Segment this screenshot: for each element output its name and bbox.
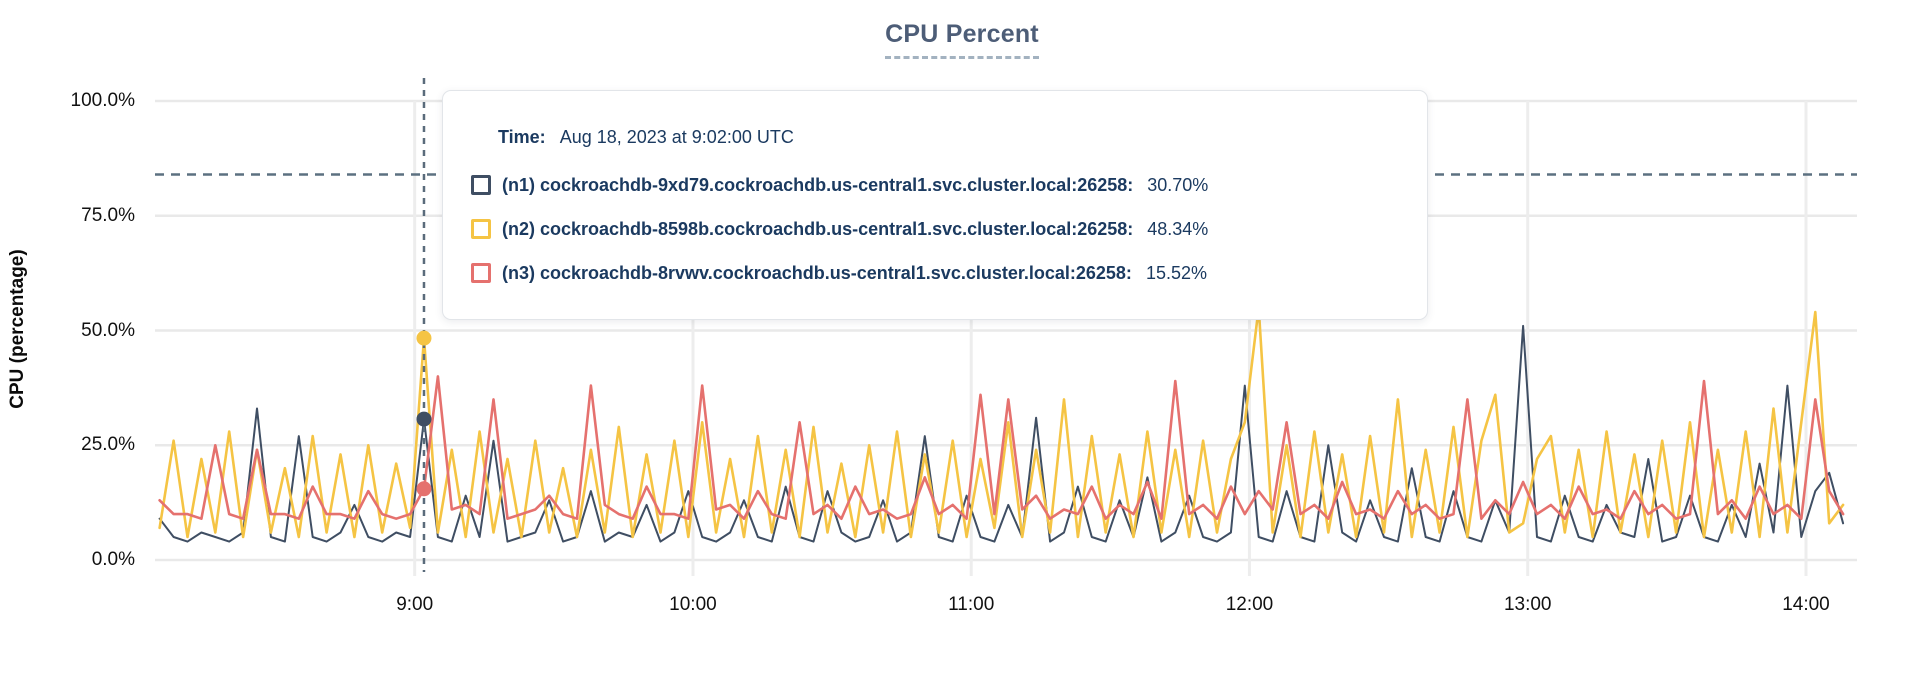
x-tick-label: 9:00 (396, 594, 434, 615)
tooltip-series-row-n2: (n2) cockroachdb-8598b.cockroachdb.us-ce… (471, 207, 1403, 251)
cursor-dot-n3 (416, 481, 432, 497)
chart-title[interactable]: CPU Percent (885, 20, 1039, 59)
series-n1-swatch-icon (471, 175, 491, 195)
tooltip-series-row-n3: (n3) cockroachdb-8rvwv.cockroachdb.us-ce… (471, 251, 1403, 295)
chart-hover-tooltip: Time: Aug 18, 2023 at 9:02:00 UTC (n1) c… (442, 90, 1428, 320)
cursor-dot-n1 (416, 411, 432, 427)
y-tick-label: 100.0% (70, 90, 135, 111)
chart-header: CPU Percent (0, 20, 1924, 59)
x-tick-label: 14:00 (1782, 594, 1830, 615)
x-tick-label: 12:00 (1225, 594, 1274, 615)
y-tick-label: 25.0% (81, 434, 135, 456)
x-tick-label: 11:00 (948, 594, 995, 615)
tooltip-n3-value: 15.52% (1145, 262, 1207, 283)
x-tick-label: 10:00 (669, 594, 717, 615)
series-n3-swatch-icon (471, 263, 491, 283)
y-tick-label: 50.0% (81, 319, 135, 341)
series-line-n2 (158, 306, 1845, 539)
tooltip-time-value: Aug 18, 2023 at 9:02:00 UTC (559, 126, 794, 147)
y-tick-label: 75.0% (81, 204, 135, 226)
series-line-n3 (158, 375, 1845, 521)
tooltip-n2-label: (n2) cockroachdb-8598b.cockroachdb.us-ce… (502, 218, 1134, 239)
cursor-dot-n2 (416, 330, 432, 346)
tooltip-n2-value: 48.34% (1147, 218, 1209, 239)
tooltip-n3-label: (n3) cockroachdb-8rvwv.cockroachdb.us-ce… (502, 262, 1132, 283)
series-n2-swatch-icon (471, 219, 491, 239)
y-tick-label: 0.0% (91, 549, 135, 570)
tooltip-time-label: Time: (498, 126, 546, 147)
tooltip-time-row: Time: Aug 18, 2023 at 9:02:00 UTC (498, 115, 1403, 159)
series-line-n1 (158, 324, 1845, 543)
tooltip-n1-value: 30.70% (1147, 174, 1209, 195)
x-tick-label: 13:00 (1503, 594, 1552, 615)
tooltip-n1-label: (n1) cockroachdb-9xd79.cockroachdb.us-ce… (502, 174, 1134, 195)
tooltip-series-row-n1: (n1) cockroachdb-9xd79.cockroachdb.us-ce… (471, 163, 1403, 207)
